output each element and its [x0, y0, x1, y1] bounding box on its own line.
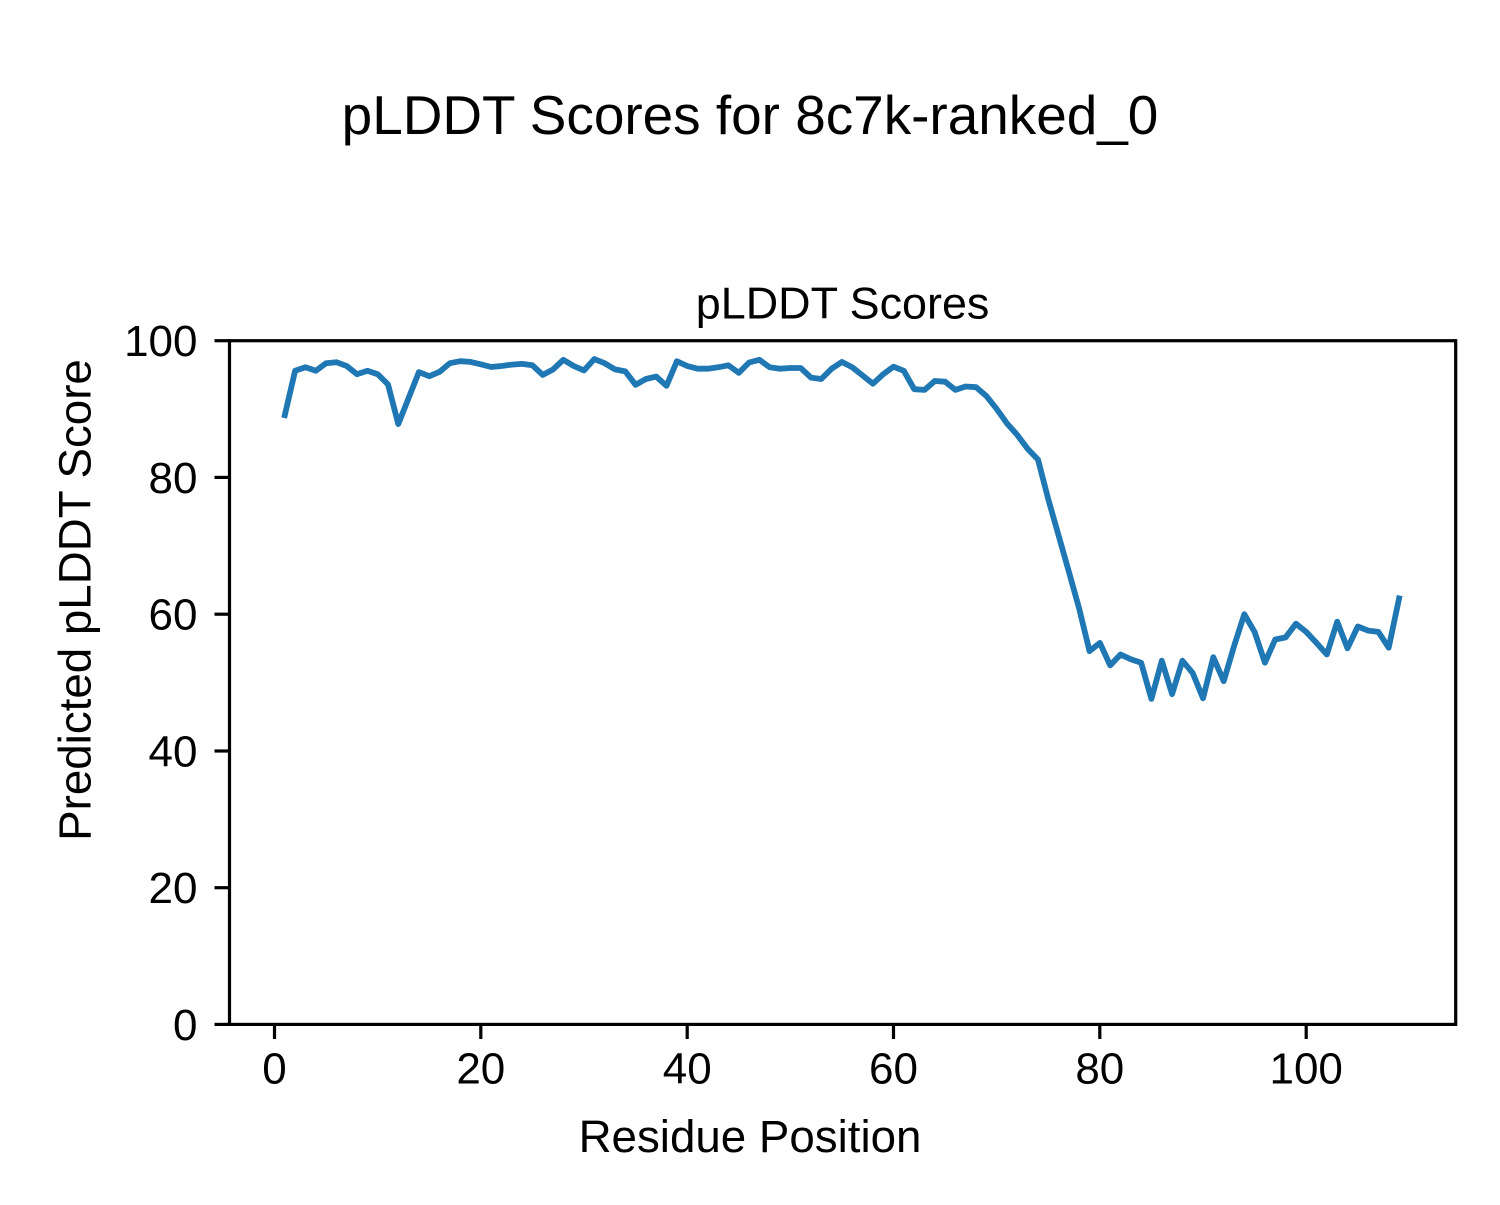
svg-text:pLDDT Scores: pLDDT Scores: [696, 277, 990, 328]
svg-text:0: 0: [173, 1001, 197, 1050]
svg-text:60: 60: [149, 591, 198, 640]
svg-text:20: 20: [456, 1045, 505, 1094]
svg-text:20: 20: [149, 864, 198, 913]
svg-text:80: 80: [1075, 1045, 1124, 1094]
svg-text:pLDDT Scores for 8c7k-ranked_0: pLDDT Scores for 8c7k-ranked_0: [342, 84, 1159, 146]
svg-text:0: 0: [262, 1045, 286, 1094]
svg-text:Predicted pLDDT Score: Predicted pLDDT Score: [50, 359, 101, 841]
svg-text:100: 100: [1269, 1045, 1342, 1094]
svg-text:Residue Position: Residue Position: [579, 1111, 922, 1162]
svg-text:40: 40: [149, 728, 198, 777]
svg-text:80: 80: [149, 454, 198, 503]
svg-text:40: 40: [663, 1045, 712, 1094]
svg-text:100: 100: [124, 317, 197, 366]
svg-text:60: 60: [869, 1045, 918, 1094]
